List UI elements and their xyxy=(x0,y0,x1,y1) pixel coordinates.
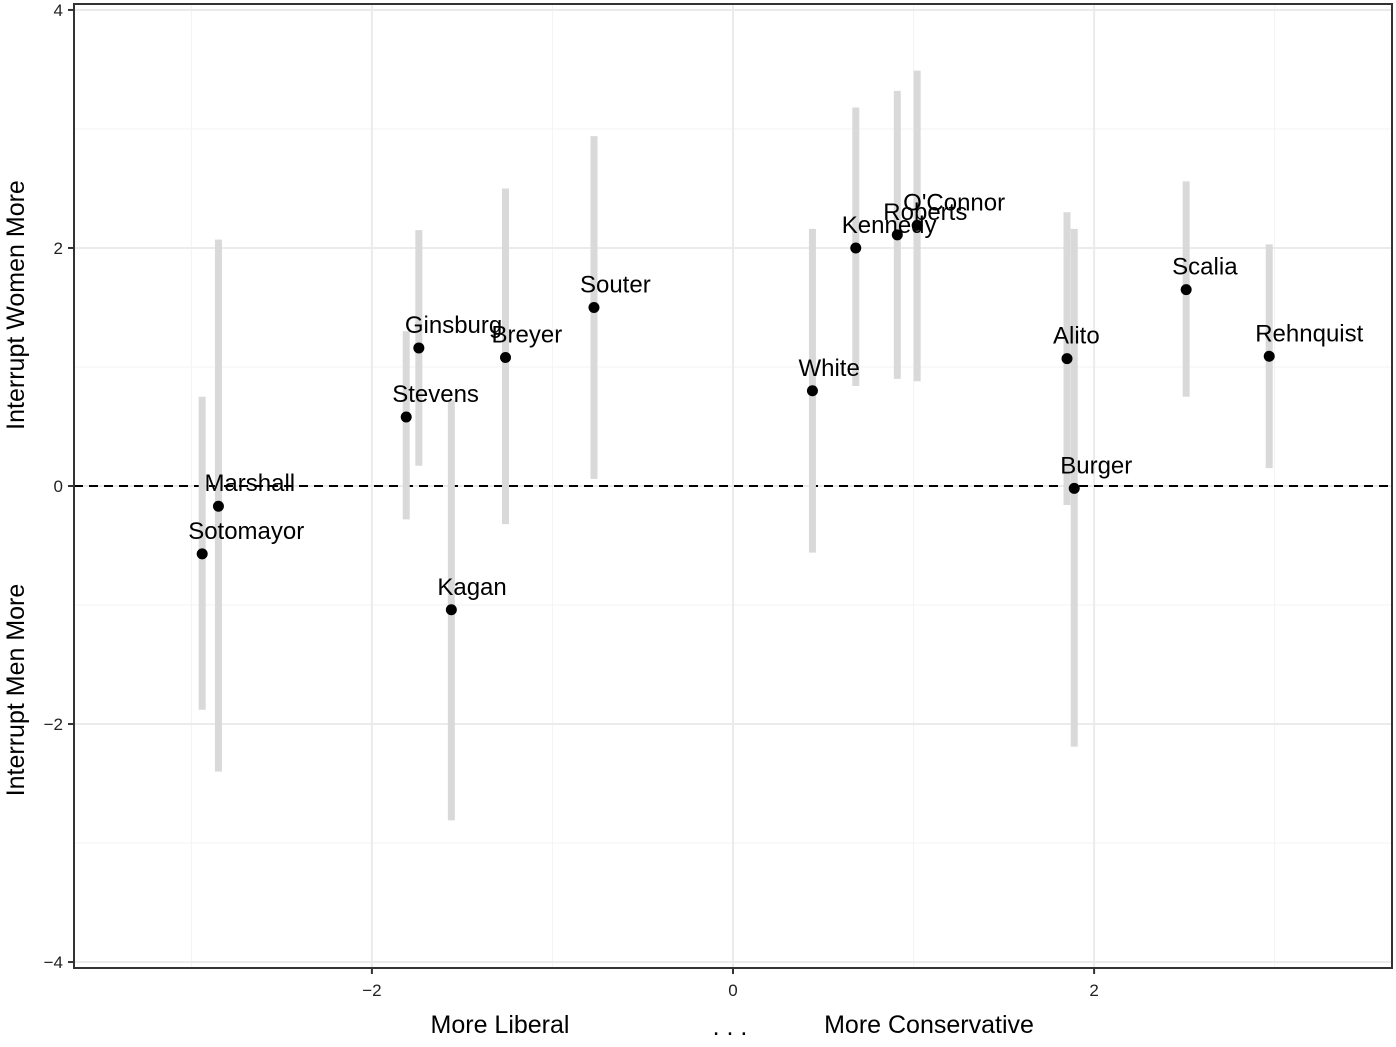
point-burger xyxy=(1068,482,1080,494)
label-rehnquist: Rehnquist xyxy=(1255,320,1363,347)
x-tick-label: −2 xyxy=(362,981,381,1000)
label-souter: Souter xyxy=(580,271,651,298)
label-white: White xyxy=(798,355,859,382)
point-white xyxy=(806,385,818,397)
x-axis: −2 0 2 xyxy=(362,968,1099,1000)
point-kennedy xyxy=(850,242,862,254)
y-tick-label: 4 xyxy=(54,1,63,20)
y-axis-title-men: Interrupt Men More xyxy=(2,584,30,797)
point-ginsburg xyxy=(413,342,425,354)
y-tick-label: −4 xyxy=(44,953,63,972)
x-axis-title-ellipsis: . . . xyxy=(713,1013,748,1041)
point-stevens xyxy=(400,411,412,423)
label-marshall: Marshall xyxy=(204,470,295,497)
x-axis-title-liberal: More Liberal xyxy=(431,1011,570,1039)
point-marshall xyxy=(212,500,224,512)
y-tick-label: 2 xyxy=(54,239,63,258)
y-tick-label: 0 xyxy=(54,477,63,496)
point-roberts xyxy=(891,229,903,241)
label-kagan: Kagan xyxy=(437,574,506,601)
label-scalia: Scalia xyxy=(1172,254,1238,281)
y-tick-label: −2 xyxy=(44,715,63,734)
point-alito xyxy=(1061,353,1073,365)
point-kagan xyxy=(445,604,457,616)
point-oconnor xyxy=(911,219,923,231)
point-sotomayor xyxy=(196,548,208,560)
point-rehnquist xyxy=(1263,350,1275,362)
label-burger: Burger xyxy=(1060,452,1132,479)
x-tick-label: 2 xyxy=(1089,981,1098,1000)
point-group xyxy=(196,219,1275,616)
label-kennedy: Kennedy xyxy=(842,212,937,239)
label-alito: Alito xyxy=(1053,323,1100,350)
label-roberts: Roberts xyxy=(883,199,967,226)
point-scalia xyxy=(1180,284,1192,296)
label-ginsburg: Ginsburg xyxy=(405,312,502,339)
label-oconnor: O'Connor xyxy=(903,189,1005,216)
point-breyer xyxy=(500,351,512,363)
point-souter xyxy=(588,301,600,313)
label-breyer: Breyer xyxy=(492,321,563,348)
x-tick-label: 0 xyxy=(728,981,737,1000)
label-sotomayor: Sotomayor xyxy=(188,518,304,545)
y-axis-title-women: Interrupt Women More xyxy=(2,180,30,430)
y-axis: 4 2 0 −2 −4 xyxy=(44,1,74,972)
x-axis-title-conservative: More Conservative xyxy=(824,1011,1034,1039)
point-label-group: Marshall Sotomayor Ginsburg Stevens Kagan Bre… xyxy=(188,189,1363,600)
label-stevens: Stevens xyxy=(392,381,479,408)
